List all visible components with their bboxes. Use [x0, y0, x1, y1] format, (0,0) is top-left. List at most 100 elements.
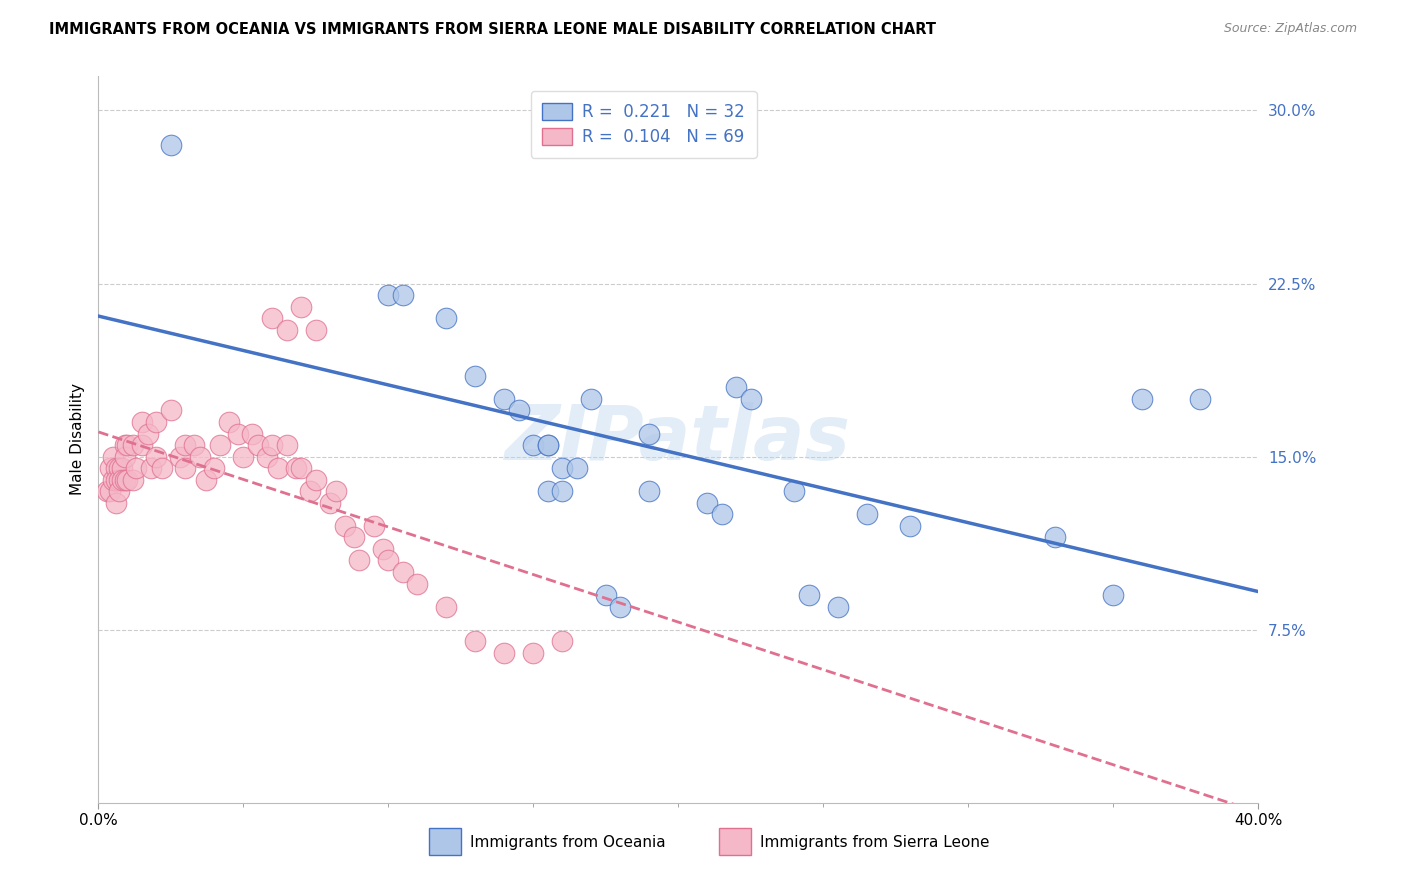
Point: [710, 508, 733, 522]
Point: [111, 473, 132, 487]
Point: [145, 415, 167, 429]
Point: [900, 519, 922, 533]
Point: [797, 588, 820, 602]
Point: [145, 450, 167, 464]
Text: Source: ZipAtlas.com: Source: ZipAtlas.com: [1223, 22, 1357, 36]
Point: [114, 473, 136, 487]
Point: [537, 438, 560, 452]
Point: [319, 496, 342, 510]
Point: [104, 473, 127, 487]
Point: [183, 438, 205, 452]
Point: [783, 484, 806, 499]
Point: [1102, 588, 1125, 602]
Point: [325, 484, 347, 499]
Text: Immigrants from Sierra Leone: Immigrants from Sierra Leone: [759, 835, 988, 849]
Point: [537, 438, 560, 452]
Point: [188, 450, 211, 464]
Point: [232, 450, 254, 464]
Point: [262, 311, 284, 326]
Point: [638, 426, 661, 441]
Point: [104, 496, 127, 510]
Point: [464, 634, 486, 648]
Point: [740, 392, 762, 406]
Point: [111, 461, 132, 475]
Point: [276, 323, 298, 337]
Point: [290, 461, 312, 475]
Point: [131, 438, 153, 452]
Point: [290, 300, 312, 314]
Point: [581, 392, 603, 406]
Point: [494, 646, 516, 660]
Point: [305, 473, 328, 487]
Point: [209, 438, 232, 452]
Point: [1189, 392, 1212, 406]
Point: [276, 438, 298, 452]
Point: [377, 288, 399, 302]
Point: [436, 311, 458, 326]
Point: [1130, 392, 1153, 406]
Bar: [429, 828, 461, 855]
Point: [125, 461, 148, 475]
Point: [226, 426, 249, 441]
Point: [299, 484, 322, 499]
Point: [218, 415, 240, 429]
Point: [522, 438, 544, 452]
Point: [246, 438, 269, 452]
Point: [240, 426, 263, 441]
Point: [114, 450, 136, 464]
Point: [1045, 530, 1067, 544]
Point: [104, 461, 127, 475]
Point: [494, 392, 516, 406]
Point: [725, 380, 748, 394]
Point: [122, 473, 145, 487]
Point: [96, 484, 118, 499]
Point: [349, 553, 371, 567]
Point: [204, 461, 226, 475]
Bar: [718, 828, 751, 855]
Point: [98, 484, 121, 499]
Point: [371, 541, 394, 556]
Point: [101, 450, 124, 464]
Point: [174, 438, 197, 452]
Point: [392, 288, 415, 302]
Point: [343, 530, 366, 544]
Point: [856, 508, 879, 522]
Point: [696, 496, 718, 510]
Point: [436, 599, 458, 614]
Point: [333, 519, 356, 533]
Point: [551, 484, 574, 499]
Point: [537, 484, 560, 499]
Point: [160, 138, 183, 153]
Point: [122, 438, 145, 452]
Point: [551, 634, 574, 648]
Point: [827, 599, 849, 614]
Point: [595, 588, 617, 602]
Point: [551, 461, 574, 475]
Point: [117, 438, 139, 452]
Point: [406, 576, 429, 591]
Point: [377, 553, 399, 567]
Point: [392, 565, 415, 579]
Point: [169, 450, 191, 464]
Point: [139, 461, 162, 475]
Point: [305, 323, 328, 337]
Point: [464, 368, 486, 383]
Text: ZIPatlas: ZIPatlas: [505, 402, 852, 476]
Point: [638, 484, 661, 499]
Point: [136, 426, 159, 441]
Legend: R =  0.221   N = 32, R =  0.104   N = 69: R = 0.221 N = 32, R = 0.104 N = 69: [530, 91, 756, 158]
Point: [131, 415, 153, 429]
Y-axis label: Male Disability: Male Disability: [69, 384, 84, 495]
Point: [609, 599, 631, 614]
Point: [107, 473, 129, 487]
Point: [117, 473, 139, 487]
Point: [565, 461, 588, 475]
Point: [150, 461, 173, 475]
Point: [194, 473, 217, 487]
Point: [160, 403, 183, 417]
Point: [101, 473, 124, 487]
Point: [522, 646, 544, 660]
Point: [363, 519, 385, 533]
Point: [174, 461, 197, 475]
Text: IMMIGRANTS FROM OCEANIA VS IMMIGRANTS FROM SIERRA LEONE MALE DISABILITY CORRELAT: IMMIGRANTS FROM OCEANIA VS IMMIGRANTS FR…: [49, 22, 936, 37]
